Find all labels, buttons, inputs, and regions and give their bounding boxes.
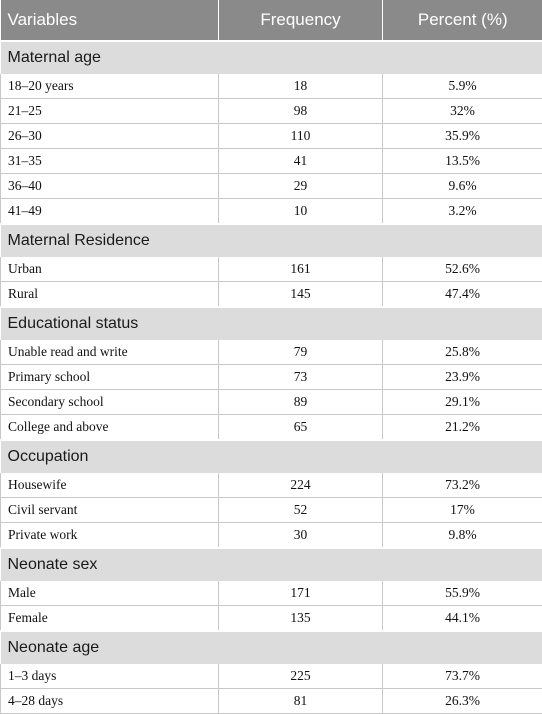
section-row-educational-status: Educational status — [1, 307, 542, 340]
header-frequency: Frequency — [219, 0, 383, 41]
row-percent: 9.8% — [383, 523, 542, 549]
row-label: 26–30 — [1, 124, 219, 149]
row-percent: 21.2% — [383, 415, 542, 441]
section-title: Neonate sex — [1, 548, 542, 581]
row-frequency: 110 — [219, 124, 383, 149]
row-percent: 5.9% — [383, 74, 542, 99]
row-percent: 35.9% — [383, 124, 542, 149]
row-frequency: 135 — [219, 606, 383, 632]
row-frequency: 161 — [219, 257, 383, 282]
row-label: 36–40 — [1, 174, 219, 199]
row-frequency: 98 — [219, 99, 383, 124]
section-row-neonate-sex: Neonate sex — [1, 548, 542, 581]
section-title: Neonate age — [1, 631, 542, 664]
row-percent: 32% — [383, 99, 542, 124]
row-label: College and above — [1, 415, 219, 441]
row-label: Secondary school — [1, 390, 219, 415]
row-frequency: 224 — [219, 473, 383, 498]
section-title: Maternal age — [1, 41, 542, 74]
row-percent: 3.2% — [383, 199, 542, 225]
header-variables: Variables — [1, 0, 219, 41]
row-label: Private work — [1, 523, 219, 549]
row-percent: 13.5% — [383, 149, 542, 174]
row-frequency: 81 — [219, 689, 383, 714]
row-percent: 23.9% — [383, 365, 542, 390]
row-label: Urban — [1, 257, 219, 282]
section-title: Maternal Residence — [1, 224, 542, 257]
row-label: Male — [1, 581, 219, 606]
section-title: Occupation — [1, 440, 542, 473]
row-percent: 47.4% — [383, 282, 542, 308]
row-percent: 25.8% — [383, 340, 542, 365]
row-percent: 9.6% — [383, 174, 542, 199]
row-frequency: 225 — [219, 664, 383, 689]
section-row-maternal-residence: Maternal Residence — [1, 224, 542, 257]
row-frequency: 171 — [219, 581, 383, 606]
row-frequency: 89 — [219, 390, 383, 415]
row-frequency: 73 — [219, 365, 383, 390]
header-percent: Percent (%) — [383, 0, 542, 41]
section-title: Educational status — [1, 307, 542, 340]
row-frequency: 79 — [219, 340, 383, 365]
row-frequency: 145 — [219, 282, 383, 308]
row-label: 4–28 days — [1, 689, 219, 714]
row-label: 21–25 — [1, 99, 219, 124]
row-label: 31–35 — [1, 149, 219, 174]
row-percent: 44.1% — [383, 606, 542, 632]
row-label: 1–3 days — [1, 664, 219, 689]
row-frequency: 29 — [219, 174, 383, 199]
row-frequency: 30 — [219, 523, 383, 549]
row-label: Housewife — [1, 473, 219, 498]
row-percent: 26.3% — [383, 689, 542, 714]
row-frequency: 52 — [219, 498, 383, 523]
row-frequency: 41 — [219, 149, 383, 174]
row-frequency: 18 — [219, 74, 383, 99]
row-label: 41–49 — [1, 199, 219, 225]
row-label: Rural — [1, 282, 219, 308]
row-percent: 17% — [383, 498, 542, 523]
header-row: Variables Frequency Percent (%) — [1, 0, 542, 41]
section-row-maternal-age: Maternal age — [1, 41, 542, 74]
row-frequency: 65 — [219, 415, 383, 441]
section-row-occupation: Occupation — [1, 440, 542, 473]
row-percent: 55.9% — [383, 581, 542, 606]
row-percent: 73.2% — [383, 473, 542, 498]
row-label: 18–20 years — [1, 74, 219, 99]
row-percent: 52.6% — [383, 257, 542, 282]
row-label: Primary school — [1, 365, 219, 390]
section-row-neonate-age: Neonate age — [1, 631, 542, 664]
row-percent: 29.1% — [383, 390, 542, 415]
row-percent: 73.7% — [383, 664, 542, 689]
row-label: Unable read and write — [1, 340, 219, 365]
row-frequency: 10 — [219, 199, 383, 225]
row-label: Civil servant — [1, 498, 219, 523]
row-label: Female — [1, 606, 219, 632]
